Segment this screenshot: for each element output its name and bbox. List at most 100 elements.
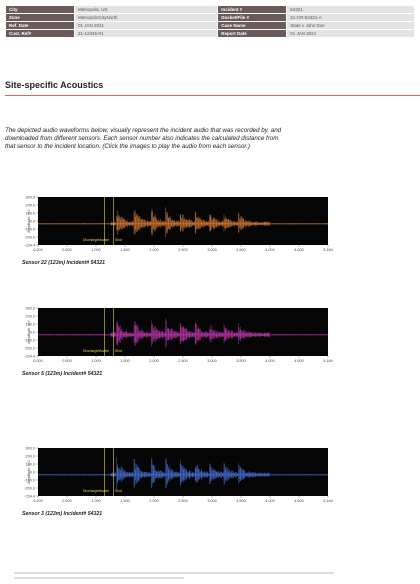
x-tick-label: 5.184 [323, 499, 333, 503]
y-tick-label: -100.0 [24, 228, 35, 232]
cell-value: 01 JAN 2021 [287, 30, 414, 37]
x-tick-label: 2.500 [178, 248, 188, 252]
x-tick-label: 3.000 [207, 499, 217, 503]
cell-value: 54321 [287, 6, 414, 13]
marker-label: Shot [115, 238, 122, 242]
x-tick-label: 1.500 [120, 499, 130, 503]
cell-label: City [6, 6, 74, 13]
plot-caption: Sensor 5 (123m) Incident# 54321 [22, 371, 103, 377]
intro-line: The depicted audio waveforms below, visu… [5, 127, 282, 134]
x-tick-label: 2.000 [149, 248, 159, 252]
cell-value: MetropolisCityNorth [75, 14, 218, 21]
y-tick-label: 100.0 [25, 463, 35, 467]
cell-label: Docket/File # [218, 14, 287, 21]
x-tick-label: 3.000 [207, 248, 217, 252]
x-tick-label: 1.000 [91, 248, 101, 252]
x-tick-label: 2.500 [178, 359, 188, 363]
cell-label: Cust. Ref# [6, 30, 74, 37]
table-row: City Metropolis, US Incident #54321 [6, 6, 414, 13]
cell-label: Incident # [218, 6, 287, 13]
marker-label: DischargeMuzzle [83, 349, 109, 353]
x-tick-label: 3.500 [236, 499, 246, 503]
y-tick-label: -100.0 [24, 339, 35, 343]
y-tick-label: -234.4 [24, 244, 35, 248]
x-tick-label: 4.500 [294, 499, 304, 503]
info-table: City Metropolis, US Incident #54321 Zone Met… [5, 5, 415, 38]
intro-line: downloaded from different sensors. Each … [5, 135, 279, 142]
x-tick-label: 4.500 [294, 248, 304, 252]
waveform [37, 318, 328, 349]
x-tick-label: 0.500 [62, 248, 72, 252]
y-tick-label: -234.4 [24, 355, 35, 359]
title-rule [5, 95, 420, 96]
marker-label: Shot [115, 489, 122, 493]
intro: The depicted audio waveforms below, visu… [5, 127, 281, 151]
footer-text [14, 577, 184, 579]
x-tick-label: 3.500 [236, 248, 246, 252]
cell-label: Ref. Date [6, 22, 74, 29]
table-row: Ref. Date 01 JAN 2021 Case Name State v Joh… [6, 22, 414, 29]
marker-label: DischargeMuzzle [83, 489, 109, 493]
cell-label: Case Name [218, 22, 287, 29]
x-tick-label: 1.500 [120, 359, 130, 363]
y-tick-label: -234.4 [24, 495, 35, 499]
y-axis-label: Amplitude, mV [27, 320, 31, 344]
y-tick-label: 300.0 [25, 196, 35, 200]
cell-label: Zone [6, 14, 74, 21]
x-tick-label: 0.500 [62, 499, 72, 503]
y-tick-label: 100.0 [25, 212, 35, 216]
y-tick-label: -100.0 [24, 479, 35, 483]
x-tick-label: 0.000 [33, 499, 43, 503]
x-tick-label: 1.000 [91, 359, 101, 363]
y-tick-label: 0.0 [30, 331, 35, 335]
x-tick-label: 0.500 [62, 359, 72, 363]
x-tick-label: 2.000 [149, 499, 159, 503]
y-axis-label: Amplitude, mV [27, 460, 31, 484]
x-tick-label: 4.500 [294, 359, 304, 363]
x-tick-label: 2.500 [178, 499, 188, 503]
cell-value: Metropolis, US [75, 6, 218, 13]
waveform-plot[interactable]: 300.0 200.0 100.0 0.0 -100.0 -200.0 -234.40.00… [0, 304, 340, 369]
waveform [37, 457, 328, 490]
plot-caption: Sensor 22 (123m) Incident# 54321 [22, 260, 106, 266]
y-tick-label: -200.0 [24, 236, 35, 240]
x-tick-label: 0.000 [33, 248, 43, 252]
section-title: Site-specific Acoustics [5, 80, 104, 90]
x-tick-label: 1.000 [91, 499, 101, 503]
y-tick-label: 300.0 [25, 447, 35, 451]
y-tick-label: 100.0 [25, 323, 35, 327]
x-tick-label: 3.500 [236, 359, 246, 363]
y-tick-label: 200.0 [25, 455, 35, 459]
marker-label: DischargeMuzzle [83, 238, 109, 242]
x-tick-label: 5.184 [323, 248, 333, 252]
y-tick-label: -200.0 [24, 347, 35, 351]
cell-value: 21-CR-54321-A [287, 14, 414, 21]
waveform [37, 207, 328, 238]
waveform-plot[interactable]: 300.0 200.0 100.0 0.0 -100.0 -200.0 -234.40.00… [0, 193, 340, 258]
cell-value: 01 JAN 2021 [75, 22, 218, 29]
x-tick-label: 2.000 [149, 359, 159, 363]
plot-caption: Sensor 3 (123m) Incident# 54321 [22, 511, 103, 517]
table-row: Zone MetropolisCityNorth Docket/File #21-C… [6, 14, 414, 21]
marker-label: Shot [115, 349, 122, 353]
y-tick-label: 200.0 [25, 204, 35, 208]
x-tick-label: 5.184 [323, 359, 333, 363]
cell-value: 21-12345-01 [75, 30, 218, 37]
x-tick-label: 0.000 [33, 359, 43, 363]
cell-label: Report Date [218, 30, 287, 37]
x-tick-label: 4.000 [265, 359, 275, 363]
footer-text [14, 572, 334, 574]
y-tick-label: 300.0 [25, 307, 35, 311]
y-axis-label: Amplitude, mV [27, 209, 31, 233]
x-tick-label: 4.000 [265, 248, 275, 252]
x-tick-label: 3.000 [207, 359, 217, 363]
cell-value: State v John Doe [287, 22, 414, 29]
waveform-plot[interactable]: 300.0 200.0 100.0 0.0 -100.0 -200.0 -234.40.00… [0, 444, 340, 509]
x-tick-label: 1.500 [120, 248, 130, 252]
y-tick-label: -200.0 [24, 487, 35, 491]
intro-line: that sensor to the incident location. (C… [5, 143, 250, 150]
y-tick-label: 0.0 [30, 220, 35, 224]
table-row: Cust. Ref# 21-12345-01 Report Date 01 JAN 2… [6, 30, 414, 37]
y-tick-label: 200.0 [25, 315, 35, 319]
